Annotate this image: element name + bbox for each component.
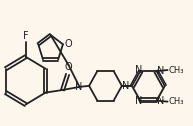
Text: O: O: [64, 39, 72, 49]
Text: N: N: [157, 66, 164, 76]
Text: CH₃: CH₃: [168, 97, 184, 106]
Text: N: N: [75, 82, 83, 92]
Text: O: O: [64, 62, 72, 72]
Text: F: F: [23, 31, 28, 41]
Polygon shape: [132, 71, 165, 101]
Polygon shape: [132, 71, 165, 101]
Text: N: N: [135, 96, 142, 106]
Text: N: N: [157, 96, 164, 106]
Text: N: N: [135, 66, 142, 75]
Text: CH₃: CH₃: [168, 66, 184, 75]
Text: N: N: [122, 81, 130, 91]
